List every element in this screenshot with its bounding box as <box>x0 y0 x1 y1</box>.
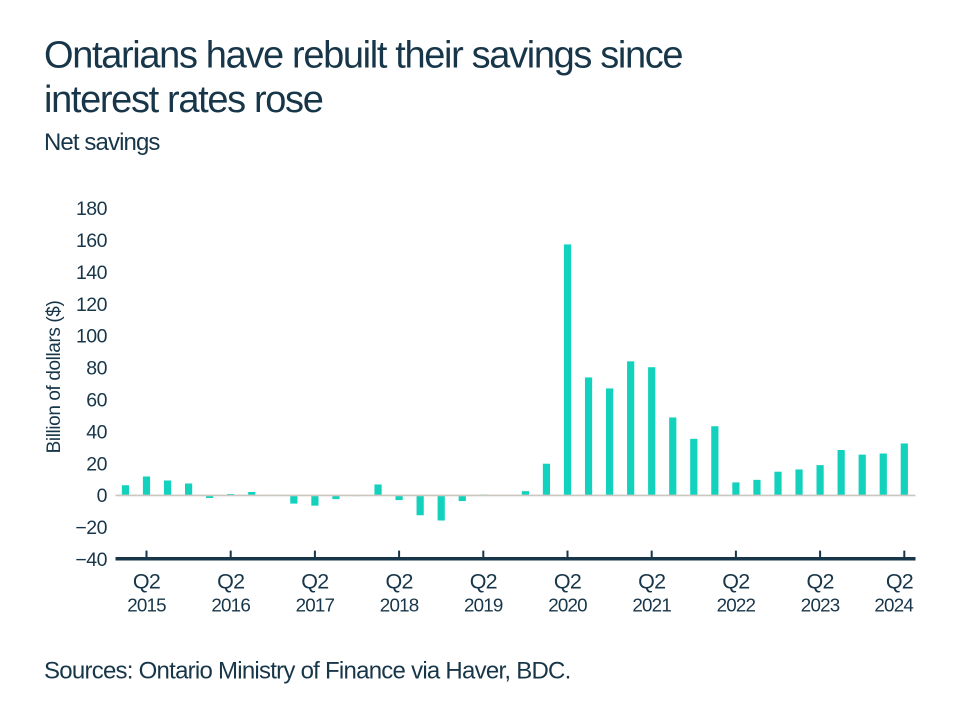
svg-text:Billion of dollars ($): Billion of dollars ($) <box>44 301 65 454</box>
svg-text:−20: −20 <box>75 517 107 539</box>
svg-text:20: 20 <box>86 453 107 475</box>
svg-text:120: 120 <box>76 294 108 316</box>
svg-text:2015: 2015 <box>127 595 166 616</box>
svg-text:180: 180 <box>76 198 108 220</box>
svg-text:80: 80 <box>86 358 107 380</box>
svg-text:Q2: Q2 <box>386 569 413 593</box>
svg-text:Q2: Q2 <box>217 569 244 593</box>
svg-text:40: 40 <box>86 421 107 443</box>
svg-text:100: 100 <box>76 326 108 348</box>
svg-text:Q2: Q2 <box>722 569 749 593</box>
svg-text:Q2: Q2 <box>470 569 497 593</box>
svg-text:Q2: Q2 <box>301 569 328 593</box>
svg-text:2017: 2017 <box>296 595 335 616</box>
svg-text:0: 0 <box>97 485 108 507</box>
svg-text:2018: 2018 <box>380 595 419 616</box>
svg-text:60: 60 <box>86 390 107 412</box>
svg-text:Ontarians have rebuilt their s: Ontarians have rebuilt their savings sin… <box>44 35 682 77</box>
svg-text:−40: −40 <box>75 549 107 571</box>
svg-text:Q2: Q2 <box>554 569 581 593</box>
svg-text:160: 160 <box>76 230 108 252</box>
svg-text:2020: 2020 <box>548 595 587 616</box>
svg-text:Q2: Q2 <box>133 569 160 593</box>
svg-text:2019: 2019 <box>464 595 503 616</box>
svg-text:Sources: Ontario Ministry of F: Sources: Ontario Ministry of Finance via… <box>44 657 571 684</box>
svg-text:Q2: Q2 <box>886 569 913 593</box>
svg-text:2016: 2016 <box>211 595 250 616</box>
svg-text:2024: 2024 <box>874 595 913 616</box>
svg-text:140: 140 <box>76 262 108 284</box>
svg-text:2021: 2021 <box>632 595 671 616</box>
svg-text:Q2: Q2 <box>807 569 834 593</box>
svg-text:Net savings: Net savings <box>44 129 160 156</box>
svg-text:Q2: Q2 <box>638 569 665 593</box>
svg-text:2023: 2023 <box>801 595 840 616</box>
svg-text:interest rates rose: interest rates rose <box>44 79 323 121</box>
svg-text:2022: 2022 <box>717 595 756 616</box>
